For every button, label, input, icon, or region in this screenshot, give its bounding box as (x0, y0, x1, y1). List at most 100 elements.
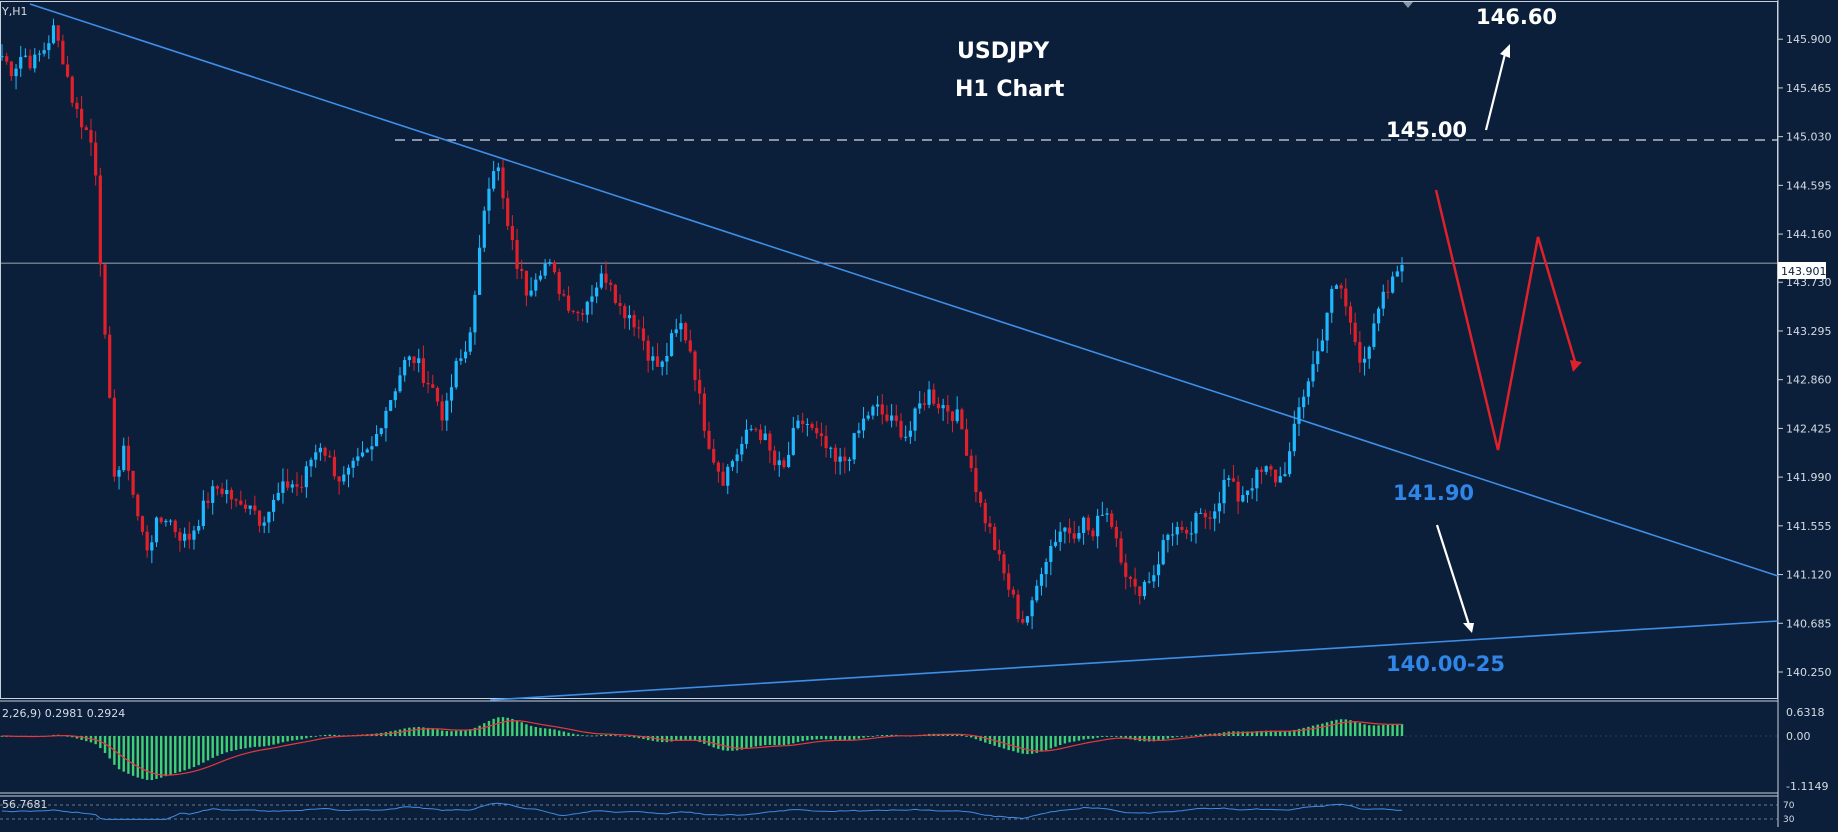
macd-bar (1335, 719, 1338, 736)
candle-body (899, 420, 903, 438)
candle-body (950, 411, 955, 422)
macd-bar (834, 736, 837, 740)
down-arrowhead (1463, 623, 1474, 633)
macd-bar (712, 736, 715, 748)
macd-bar (1129, 736, 1132, 740)
macd-bar (1007, 736, 1010, 751)
candle-body (1072, 533, 1076, 539)
macd-bar (553, 729, 556, 736)
macd-bar (183, 736, 186, 771)
macd-bar (244, 736, 247, 749)
macd-bar (843, 736, 847, 741)
macd-bar (253, 736, 257, 747)
macd-bar (946, 734, 950, 736)
candle-body (890, 415, 894, 421)
candle-body (1021, 619, 1025, 623)
candle-body (1348, 306, 1353, 323)
macd-bar (192, 736, 196, 768)
candle-body (61, 40, 65, 65)
candle-body (346, 467, 351, 475)
macd-bar (431, 728, 434, 736)
candle-body (1077, 532, 1081, 539)
candle-body (1091, 530, 1095, 537)
candle-body (852, 433, 856, 460)
macd-bar (876, 735, 879, 737)
macd-bar (1002, 736, 1006, 749)
candle-body (1245, 490, 1250, 496)
candle-body (1386, 291, 1390, 293)
macd-bar (848, 736, 851, 741)
macd-bar (117, 736, 121, 770)
candle-body (1180, 526, 1184, 530)
price-tick-label: 142.425 (1786, 422, 1832, 435)
macd-bar (979, 736, 982, 741)
macd-bar (1321, 723, 1324, 736)
lines-layer (0, 3, 1779, 701)
candle-body (1344, 288, 1348, 307)
candle-body (23, 55, 28, 57)
candle-body (117, 470, 121, 477)
macd-bar (960, 735, 964, 736)
candle-body (627, 315, 632, 319)
candle-body (234, 499, 238, 501)
candle-body (726, 466, 730, 486)
candle-body (1288, 451, 1292, 475)
candle-body (791, 427, 795, 455)
macd-bar (543, 728, 547, 736)
macd-bar (511, 718, 514, 736)
current-price-label: 143.901 (1781, 265, 1827, 278)
candle-body (164, 520, 168, 523)
candle-body (1208, 517, 1212, 519)
macd-bar (473, 727, 477, 736)
macd-bar (1255, 731, 1259, 736)
macd-bar (838, 736, 842, 740)
macd-bar (1063, 736, 1067, 744)
macd-bar (885, 735, 889, 736)
candle-body (477, 247, 482, 295)
candle-body (145, 531, 149, 551)
candle-body (351, 460, 355, 468)
candle-body (805, 423, 809, 425)
candle-body (449, 387, 454, 401)
candle-body (140, 516, 145, 532)
candle-body (576, 311, 580, 314)
macd-bar (1265, 730, 1268, 736)
rsi-tick-label: 30 (1783, 815, 1795, 825)
candle-body (1199, 512, 1203, 514)
candle-body (983, 502, 987, 524)
candle-body (1259, 469, 1264, 472)
candle-body (1292, 423, 1296, 452)
candle-body (1339, 285, 1343, 289)
candle-body (1035, 585, 1039, 601)
macd-bar (1101, 736, 1104, 737)
candle-body (534, 279, 538, 291)
candle-body (1053, 541, 1058, 547)
candle-body (1175, 526, 1179, 535)
candle-body (660, 361, 664, 367)
candle-body (604, 273, 608, 283)
macd-bar (689, 736, 692, 741)
price-tick-label: 145.900 (1786, 33, 1832, 46)
candle-body (838, 456, 842, 462)
candle-body (904, 436, 908, 438)
macd-bar (1396, 724, 1399, 736)
candle-body (913, 408, 917, 431)
candle-body (454, 360, 458, 388)
candle-body (824, 436, 828, 449)
candle-body (875, 404, 880, 407)
candle-body (552, 262, 557, 273)
macd-bar (867, 736, 870, 737)
macd-bar (717, 736, 720, 749)
candle-body (908, 430, 912, 437)
candle-body (314, 452, 318, 460)
candle-body (0, 56, 4, 58)
candle-body (1376, 308, 1381, 324)
macd-bar (1269, 730, 1273, 736)
macd-bar (258, 736, 261, 747)
candle-body (993, 526, 997, 550)
macd-bar (1138, 736, 1141, 742)
macd-bar (557, 730, 561, 736)
macd-bar (749, 736, 753, 748)
macd-bar (445, 731, 449, 736)
candle-body (815, 427, 819, 434)
